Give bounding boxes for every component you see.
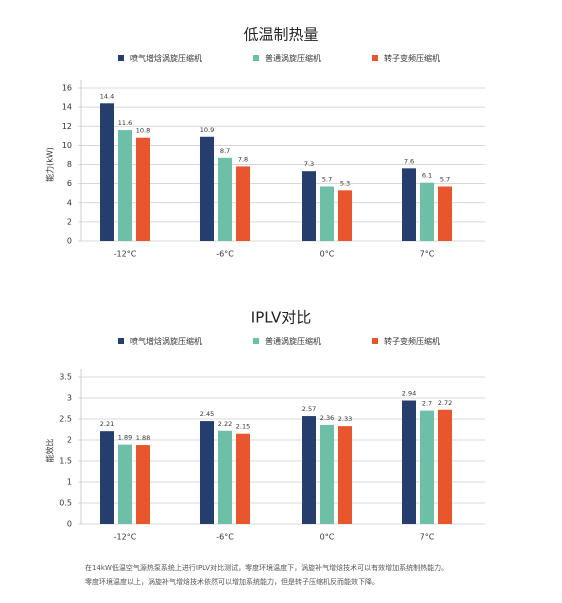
y-tick-label: 16 [62,84,72,93]
value-label: 5.7 [440,175,450,183]
caption: 零度环境温度以上，涡旋补气增焓技术依然可以增加系统能力，但是转子压缩机反而能效下… [85,577,379,586]
bar [200,421,214,524]
value-label: 8.7 [220,147,230,155]
bar [218,430,232,524]
value-label: 2.22 [218,420,232,428]
value-label: 10.9 [200,126,214,134]
value-label: 7.6 [404,157,414,165]
bar [136,445,150,524]
legend-swatch [118,55,124,61]
value-label: 2.7 [422,400,432,408]
chart-title: 低温制热量 [243,26,318,44]
bar [402,168,416,241]
bar [438,409,452,524]
y-tick-label: 0 [67,237,72,246]
value-label: 7.3 [304,160,314,168]
value-label: 7.8 [238,155,248,163]
x-tick-label: -6°C [216,533,234,542]
value-label: 2.21 [100,420,114,428]
y-tick-label: 2 [67,217,72,226]
y-tick-label: 0 [67,520,72,529]
bar [236,166,250,241]
x-tick-label: -6°C [216,250,234,259]
value-label: 2.15 [236,423,250,431]
bar [100,103,114,241]
bar [338,426,352,524]
value-label: 6.1 [422,172,432,180]
legend-swatch [253,338,259,344]
value-label: 2.57 [302,405,316,413]
value-label: 1.88 [136,434,150,442]
value-label: 14.4 [100,92,114,100]
y-tick-label: 12 [62,122,72,131]
bar [420,410,434,524]
y-tick-label: 0.5 [59,499,72,508]
bar [236,433,250,524]
legend-swatch [372,55,378,61]
bar [420,182,434,241]
bar [118,444,132,524]
y-tick-label: 3 [67,394,72,403]
y-tick-label: 8 [67,160,72,169]
y-tick-label: 2 [67,436,72,445]
bar [320,424,334,524]
legend-swatch [253,55,259,61]
y-tick-label: 10 [62,141,72,150]
legend-label: 喷气增焓涡旋压缩机 [130,336,202,346]
bar [402,400,416,524]
legend-label: 普通涡旋压缩机 [265,336,321,346]
x-tick-label: 7°C [420,250,435,259]
value-label: 2.45 [200,410,214,418]
x-tick-label: 0°C [320,250,335,259]
chart-title: IPLV对比 [251,309,311,327]
value-label: 11.6 [118,119,132,127]
legend-swatch [372,338,378,344]
bar [118,130,132,241]
bar [302,416,316,524]
y-tick-label: 1 [67,478,72,487]
bar [438,186,452,241]
value-label: 2.33 [338,415,352,423]
value-label: 2.36 [320,414,334,422]
bar [200,136,214,241]
value-label: 2.94 [402,390,416,398]
caption: 在14kW低温空气源热泵系统上进行IPLV对比测试，零度环境温度下，涡旋补气增焓… [85,563,448,572]
bar [136,137,150,241]
x-tick-label: 0°C [320,533,335,542]
y-tick-label: 6 [67,179,72,188]
y-tick-label: 4 [67,198,72,207]
y-tick-label: 3.5 [59,373,72,382]
value-label: 5.3 [340,179,350,187]
legend-label: 喷气增焓涡旋压缩机 [130,53,202,63]
value-label: 2.72 [438,399,452,407]
legend-label: 转子变频压缩机 [384,336,440,346]
value-label: 1.89 [118,434,132,442]
value-label: 10.8 [136,127,150,135]
y-tick-label: 1.5 [59,457,72,466]
bar [100,431,114,524]
y-tick-label: 14 [62,103,72,112]
y-tick-label: 2.5 [59,415,72,424]
legend-swatch [118,338,124,344]
bar [218,157,232,241]
y-axis-label: 能效比 [45,439,55,463]
legend-label: 转子变频压缩机 [384,53,440,63]
legend-label: 普通涡旋压缩机 [265,53,321,63]
bar [320,186,334,241]
value-label: 5.7 [322,175,332,183]
x-tick-label: 7°C [420,533,435,542]
bar [338,190,352,241]
bar [302,171,316,241]
x-tick-label: -12°C [114,250,137,259]
y-axis-label: 能力(kW) [45,147,55,182]
x-tick-label: -12°C [114,533,137,542]
